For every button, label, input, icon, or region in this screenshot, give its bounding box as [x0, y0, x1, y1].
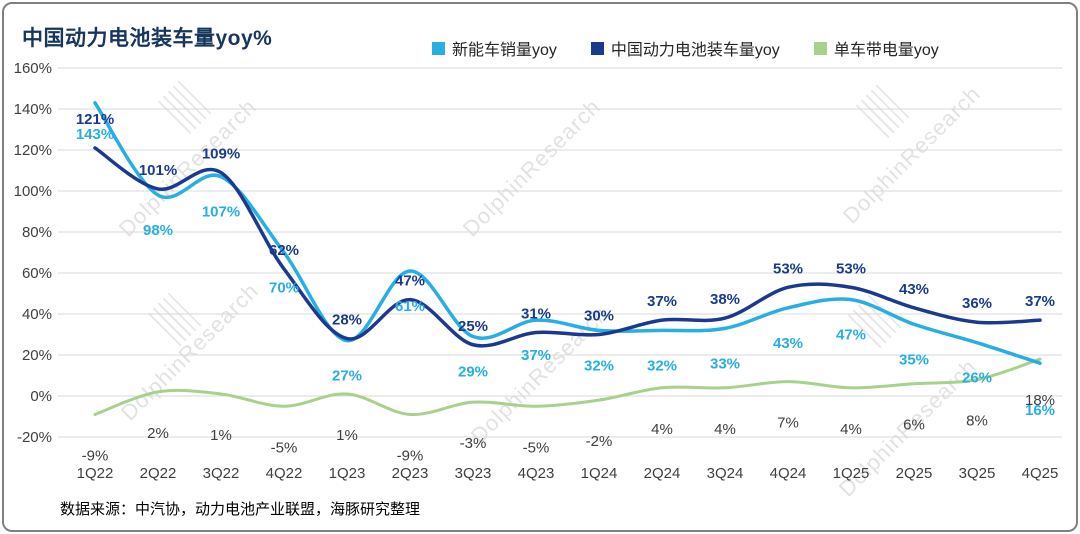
data-label: 25% — [458, 318, 488, 335]
legend-item-2[interactable]: 单车带电量yoy — [813, 36, 939, 60]
data-label: -2% — [586, 433, 613, 450]
data-label: 4% — [714, 421, 736, 438]
x-tick-label: 4Q24 — [770, 465, 807, 482]
series-line-1 — [93, 146, 1042, 348]
data-label: 4% — [651, 421, 673, 438]
data-label: 43% — [899, 281, 929, 298]
data-label: 121% — [76, 111, 114, 128]
data-label: 37% — [1025, 293, 1055, 310]
x-tick-label: 1Q23 — [329, 465, 366, 482]
x-tick-label: 3Q22 — [203, 465, 240, 482]
data-label: 61% — [395, 298, 425, 315]
series-labels-1: 121% 101% 109% 62% 28% 47% 25% 31% 30% 37% 38% 53% 5… — [76, 111, 1055, 335]
y-tick-label: 120% — [14, 142, 52, 159]
legend-marker-icon — [813, 41, 827, 55]
x-tick-label: 1Q22 — [77, 465, 114, 482]
data-label: 36% — [962, 295, 992, 312]
data-label: -5% — [523, 439, 550, 456]
data-label: 43% — [773, 335, 803, 352]
data-label: 53% — [773, 260, 803, 277]
data-label: 35% — [899, 351, 929, 368]
data-label: 53% — [836, 260, 866, 277]
data-label: 32% — [647, 357, 677, 374]
grid-lines — [58, 67, 1062, 438]
legend-item-label: 新能车销量yoy — [452, 42, 557, 59]
series-labels-2: -9% 2% 1% -5% 1% -9% -3% -5% -2% 4% 4% 7% 4% 6% 8% 18% — [82, 392, 1055, 464]
series-line-2 — [93, 357, 1042, 416]
legend: 新能车销量yoy 中国动力电池装车量yoy 单车带电量yoy — [432, 36, 939, 60]
x-tick-label: 4Q25 — [1022, 465, 1059, 482]
data-label: 27% — [332, 368, 362, 385]
y-axis-labels: 160% 140% 120% 100% 80% 60% 40% 20% 0% -20% — [14, 60, 52, 446]
x-tick-label: 4Q22 — [266, 465, 303, 482]
y-tick-label: 160% — [14, 60, 52, 77]
data-label: 18% — [1025, 392, 1055, 409]
data-label: 101% — [139, 162, 177, 179]
data-label: 6% — [903, 417, 925, 434]
data-label: 37% — [521, 347, 551, 364]
y-tick-label: 20% — [22, 347, 52, 364]
y-tick-label: 100% — [14, 183, 52, 200]
x-tick-label: 4Q23 — [518, 465, 555, 482]
series-line-0 — [93, 101, 1042, 365]
x-tick-label: 1Q24 — [581, 465, 618, 482]
x-tick-label: 3Q25 — [959, 465, 996, 482]
data-label: -9% — [397, 447, 424, 464]
x-tick-label: 3Q24 — [707, 465, 744, 482]
x-tick-label: 2Q24 — [644, 465, 681, 482]
data-label: 2% — [147, 425, 169, 442]
data-label: 4% — [840, 421, 862, 438]
data-label: 1% — [336, 427, 358, 444]
data-label: 98% — [143, 222, 173, 239]
data-label: 107% — [202, 204, 240, 221]
data-label: 33% — [710, 355, 740, 372]
data-label: 47% — [836, 327, 866, 344]
data-label: 7% — [777, 415, 799, 432]
y-tick-label: 40% — [22, 306, 52, 323]
data-label: 28% — [332, 312, 362, 329]
data-label: 26% — [962, 370, 992, 387]
series-labels-0: 143% 98% 107% 70% 27% 61% 29% 37% 32% 32% 33% 43% 47… — [76, 126, 1055, 419]
y-tick-label: 140% — [14, 101, 52, 118]
data-label: 109% — [202, 146, 240, 163]
x-tick-label: 1Q25 — [833, 465, 870, 482]
y-tick-label: -20% — [17, 429, 52, 446]
x-tick-label: 2Q25 — [896, 465, 933, 482]
x-tick-label: 2Q22 — [140, 465, 177, 482]
x-axis-labels: 1Q22 2Q22 3Q22 4Q22 1Q23 2Q23 3Q23 4Q23 1Q24 2Q24… — [77, 465, 1059, 482]
chart-title: 中国动力电池装车量yoy% — [22, 27, 273, 50]
data-label: 8% — [966, 413, 988, 430]
x-tick-label: 3Q23 — [455, 465, 492, 482]
data-label: 31% — [521, 305, 551, 322]
data-label: -3% — [460, 435, 487, 452]
x-tick-label: 2Q23 — [392, 465, 429, 482]
data-label: 29% — [458, 364, 488, 381]
data-label: 62% — [269, 242, 299, 259]
data-label: 30% — [584, 308, 614, 325]
data-label: 38% — [710, 291, 740, 308]
data-label: 143% — [76, 126, 114, 143]
data-label: 47% — [395, 273, 425, 290]
data-label: 37% — [647, 293, 677, 310]
data-label: 70% — [269, 280, 299, 297]
legend-item-label: 中国动力电池装车量yoy — [610, 42, 780, 59]
source-note: 数据来源：中汽协，动力电池产业联盟，海豚研究整理 — [60, 501, 421, 518]
legend-item-label: 单车带电量yoy — [833, 42, 939, 59]
legend-marker-icon — [432, 41, 445, 55]
data-label: 32% — [584, 357, 614, 374]
legend-marker-icon — [590, 41, 604, 55]
legend-item-0[interactable]: 新能车销量yoy — [432, 36, 557, 60]
y-tick-label: 80% — [22, 224, 52, 241]
data-label: 16% — [1025, 402, 1055, 419]
legend-item-1[interactable]: 中国动力电池装车量yoy — [590, 36, 780, 60]
y-tick-label: 0% — [30, 388, 52, 405]
data-label: -5% — [271, 439, 298, 456]
data-label: -9% — [82, 447, 109, 464]
y-tick-label: 60% — [22, 265, 52, 282]
data-label: 1% — [210, 427, 232, 444]
